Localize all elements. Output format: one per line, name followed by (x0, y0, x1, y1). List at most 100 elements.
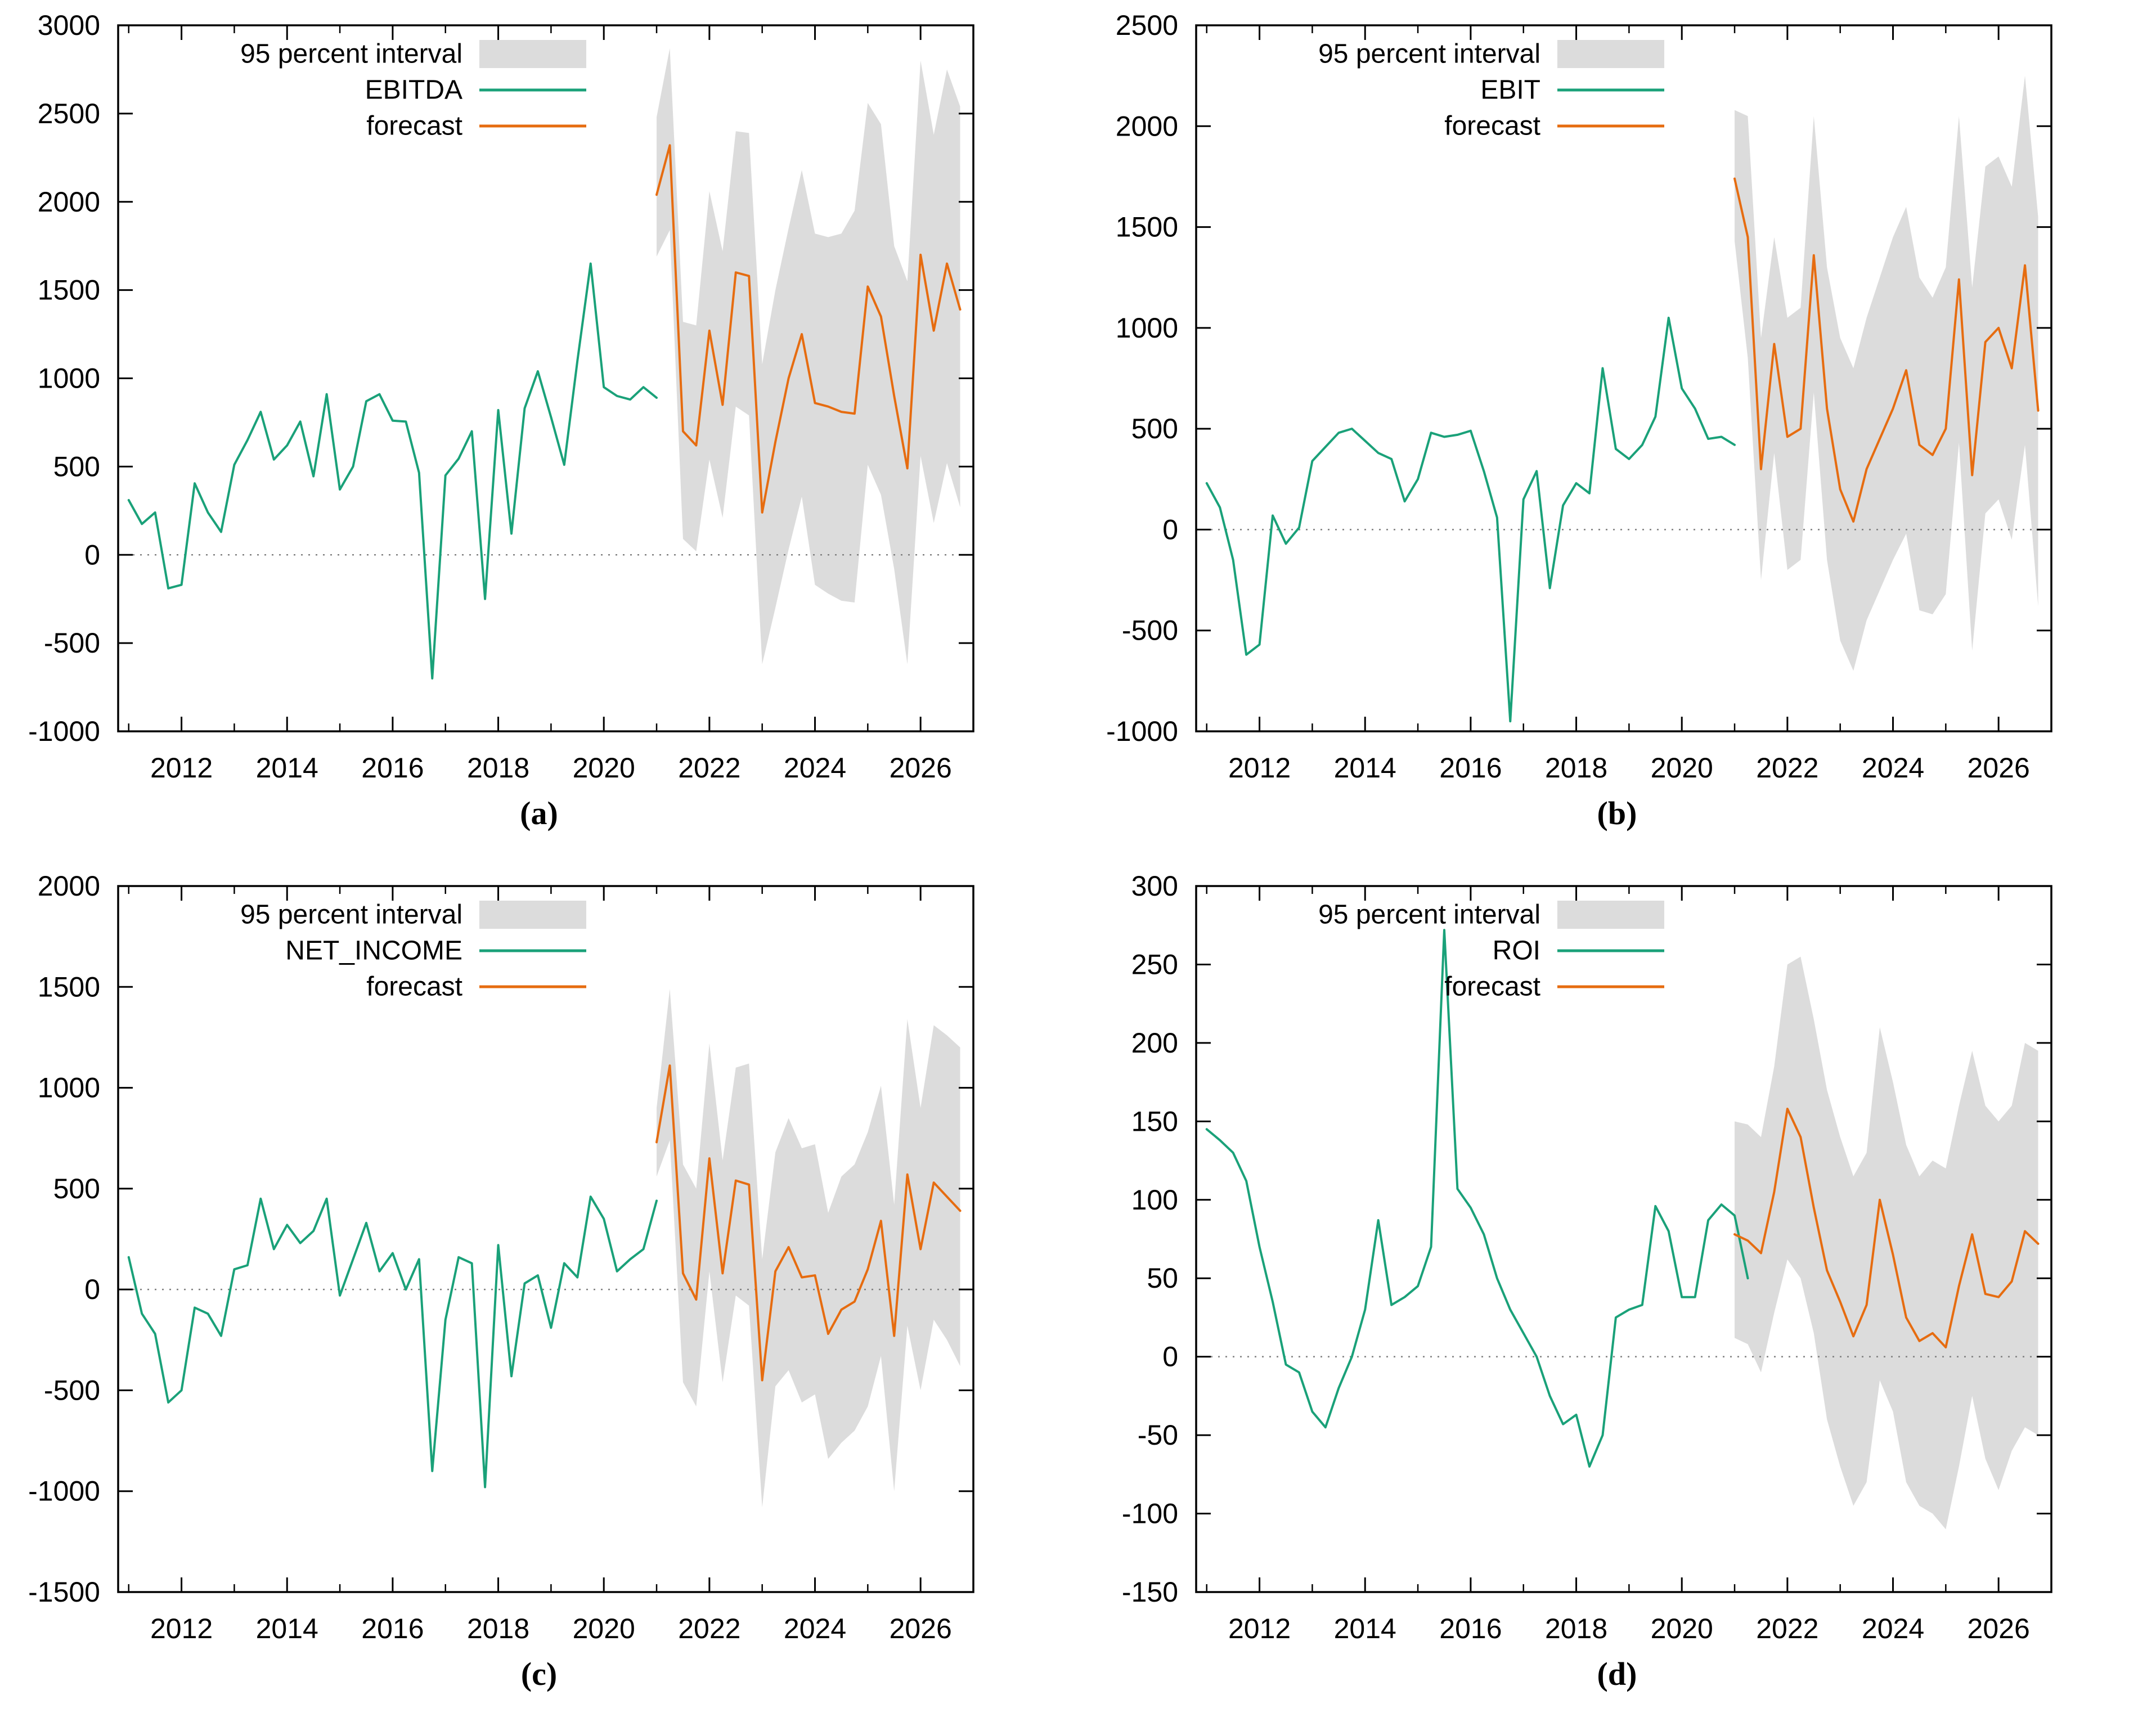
y-tick-label: 1500 (38, 971, 100, 1002)
forecast-line (1733, 177, 2040, 523)
legend-interval-label: 95 percent interval (240, 900, 462, 930)
x-tick-label: 2012 (1228, 1613, 1291, 1643)
x-tick-label: 2026 (1968, 1613, 2030, 1643)
legend-band-swatch (479, 40, 586, 68)
confidence-band (657, 48, 960, 664)
y-tick-label: -1500 (28, 1576, 100, 1608)
history-line (1205, 316, 1736, 723)
y-tick-label: 100 (1131, 1184, 1178, 1216)
chart-a: 2012 2014 2016 2018 2020 2022 2024 2026 -1000 -50… (28, 10, 974, 782)
y-tick-label: -150 (1122, 1576, 1178, 1608)
x-tick-label: 2012 (1228, 752, 1291, 782)
plot-frame (117, 885, 974, 1593)
forecast-line (655, 1064, 962, 1382)
panel-c: 2012 2014 2016 2018 2020 2022 2024 2026 -1500 -10… (0, 861, 1078, 1713)
x-tick-label: 2026 (1968, 752, 2030, 782)
x-tick-label: 2024 (784, 752, 846, 782)
y-tick-label: -50 (1138, 1419, 1178, 1451)
x-tick-label: 2020 (1651, 752, 1713, 782)
history-line (127, 1195, 658, 1489)
x-tick-label: 2014 (1334, 752, 1396, 782)
x-tick-label: 2022 (678, 752, 740, 782)
y-tick-label: -1000 (1106, 716, 1178, 747)
legend-series-label: ROI (1493, 936, 1540, 966)
forecast-line (1733, 1108, 2040, 1348)
y-tick-label: -1000 (28, 716, 100, 747)
legend-forecast-label: forecast (366, 111, 462, 141)
x-tick-label: 2026 (890, 752, 952, 782)
y-tick-label: 2500 (38, 98, 100, 129)
x-tick-label: 2022 (678, 1613, 740, 1643)
y-tick-label: 0 (1162, 514, 1178, 545)
confidence-band (1735, 75, 2038, 671)
confidence-band (1735, 956, 2038, 1530)
y-tick-label: 2000 (1116, 110, 1178, 142)
legend-forecast-label: forecast (1444, 111, 1540, 141)
history-line (1205, 929, 1749, 1468)
x-tick-label: 2020 (1651, 1613, 1713, 1643)
y-tick-label: 0 (1162, 1341, 1178, 1373)
x-tick-label: 2024 (784, 1613, 846, 1643)
x-tick-label: 2026 (890, 1613, 952, 1643)
chart-b: 2012 2014 2016 2018 2020 2022 2024 2026 -1000 -50… (1106, 10, 2052, 782)
legend-forecast-label: forecast (1444, 972, 1540, 1002)
panel-b: 2012 2014 2016 2018 2020 2022 2024 2026 -1000 -50… (1078, 0, 2156, 861)
x-tick-label: 2024 (1862, 1613, 1924, 1643)
y-tick-label: 500 (1131, 413, 1178, 444)
x-tick-label: 2016 (361, 1613, 424, 1643)
chart-d: 2012 2014 2016 2018 2020 2022 2024 2026 -150 -100… (1122, 870, 2052, 1643)
x-tick-label: 2018 (467, 1613, 529, 1643)
y-tick-label: -1000 (28, 1476, 100, 1507)
panel-a: 2012 2014 2016 2018 2020 2022 2024 2026 -1000 -50… (0, 0, 1078, 861)
legend-interval-label: 95 percent interval (1318, 39, 1540, 69)
x-tick-label: 2022 (1756, 1613, 1818, 1643)
y-tick-label: 1000 (38, 1072, 100, 1104)
y-tick-label: 50 (1147, 1262, 1178, 1294)
y-tick-label: 2000 (38, 186, 100, 218)
y-tick-label: 500 (53, 451, 100, 482)
y-tick-label: -500 (1122, 615, 1178, 646)
x-tick-label: 2018 (1545, 752, 1607, 782)
y-tick-label: 2000 (38, 870, 100, 902)
legend-series-label: EBITDA (365, 75, 462, 105)
x-tick-label: 2018 (467, 752, 529, 782)
legend-series-label: EBIT (1480, 75, 1540, 105)
y-tick-label: 200 (1131, 1027, 1178, 1059)
legend-band-swatch (1557, 40, 1664, 68)
x-tick-label: 2016 (1439, 1613, 1502, 1643)
x-tick-label: 2016 (1439, 752, 1502, 782)
y-tick-label: 0 (84, 539, 100, 570)
y-tick-label: 0 (84, 1274, 100, 1305)
plot-frame (1195, 24, 2052, 732)
legend-interval-label: 95 percent interval (240, 39, 462, 69)
y-tick-label: 3000 (38, 10, 100, 41)
legend-forecast-label: forecast (366, 972, 462, 1002)
y-tick-label: 300 (1131, 870, 1178, 902)
x-tick-label: 2020 (573, 752, 635, 782)
x-tick-label: 2018 (1545, 1613, 1607, 1643)
x-tick-label: 2014 (256, 1613, 318, 1643)
forecast-line (655, 144, 962, 514)
y-tick-label: 250 (1131, 948, 1178, 980)
legend-series-label: NET_INCOME (285, 936, 462, 966)
y-tick-label: -500 (44, 627, 100, 659)
confidence-band (657, 988, 960, 1508)
panel-d: 2012 2014 2016 2018 2020 2022 2024 2026 -150 -100… (1078, 861, 2156, 1713)
y-tick-label: 1500 (1116, 212, 1178, 243)
y-tick-label: -500 (44, 1374, 100, 1406)
x-tick-label: 2024 (1862, 752, 1924, 782)
panel-caption-a: (a) (520, 795, 558, 831)
x-tick-label: 2016 (361, 752, 424, 782)
y-tick-label: 1500 (38, 275, 100, 306)
y-tick-label: 1000 (38, 363, 100, 394)
x-tick-label: 2022 (1756, 752, 1818, 782)
x-tick-label: 2012 (150, 1613, 213, 1643)
y-tick-label: 500 (53, 1173, 100, 1204)
x-tick-label: 2014 (1334, 1613, 1396, 1643)
legend-interval-label: 95 percent interval (1318, 900, 1540, 930)
panel-caption-b: (b) (1597, 795, 1637, 831)
panel-caption-c: (c) (520, 1656, 558, 1692)
legend-band-swatch (479, 901, 586, 929)
x-tick-label: 2020 (573, 1613, 635, 1643)
